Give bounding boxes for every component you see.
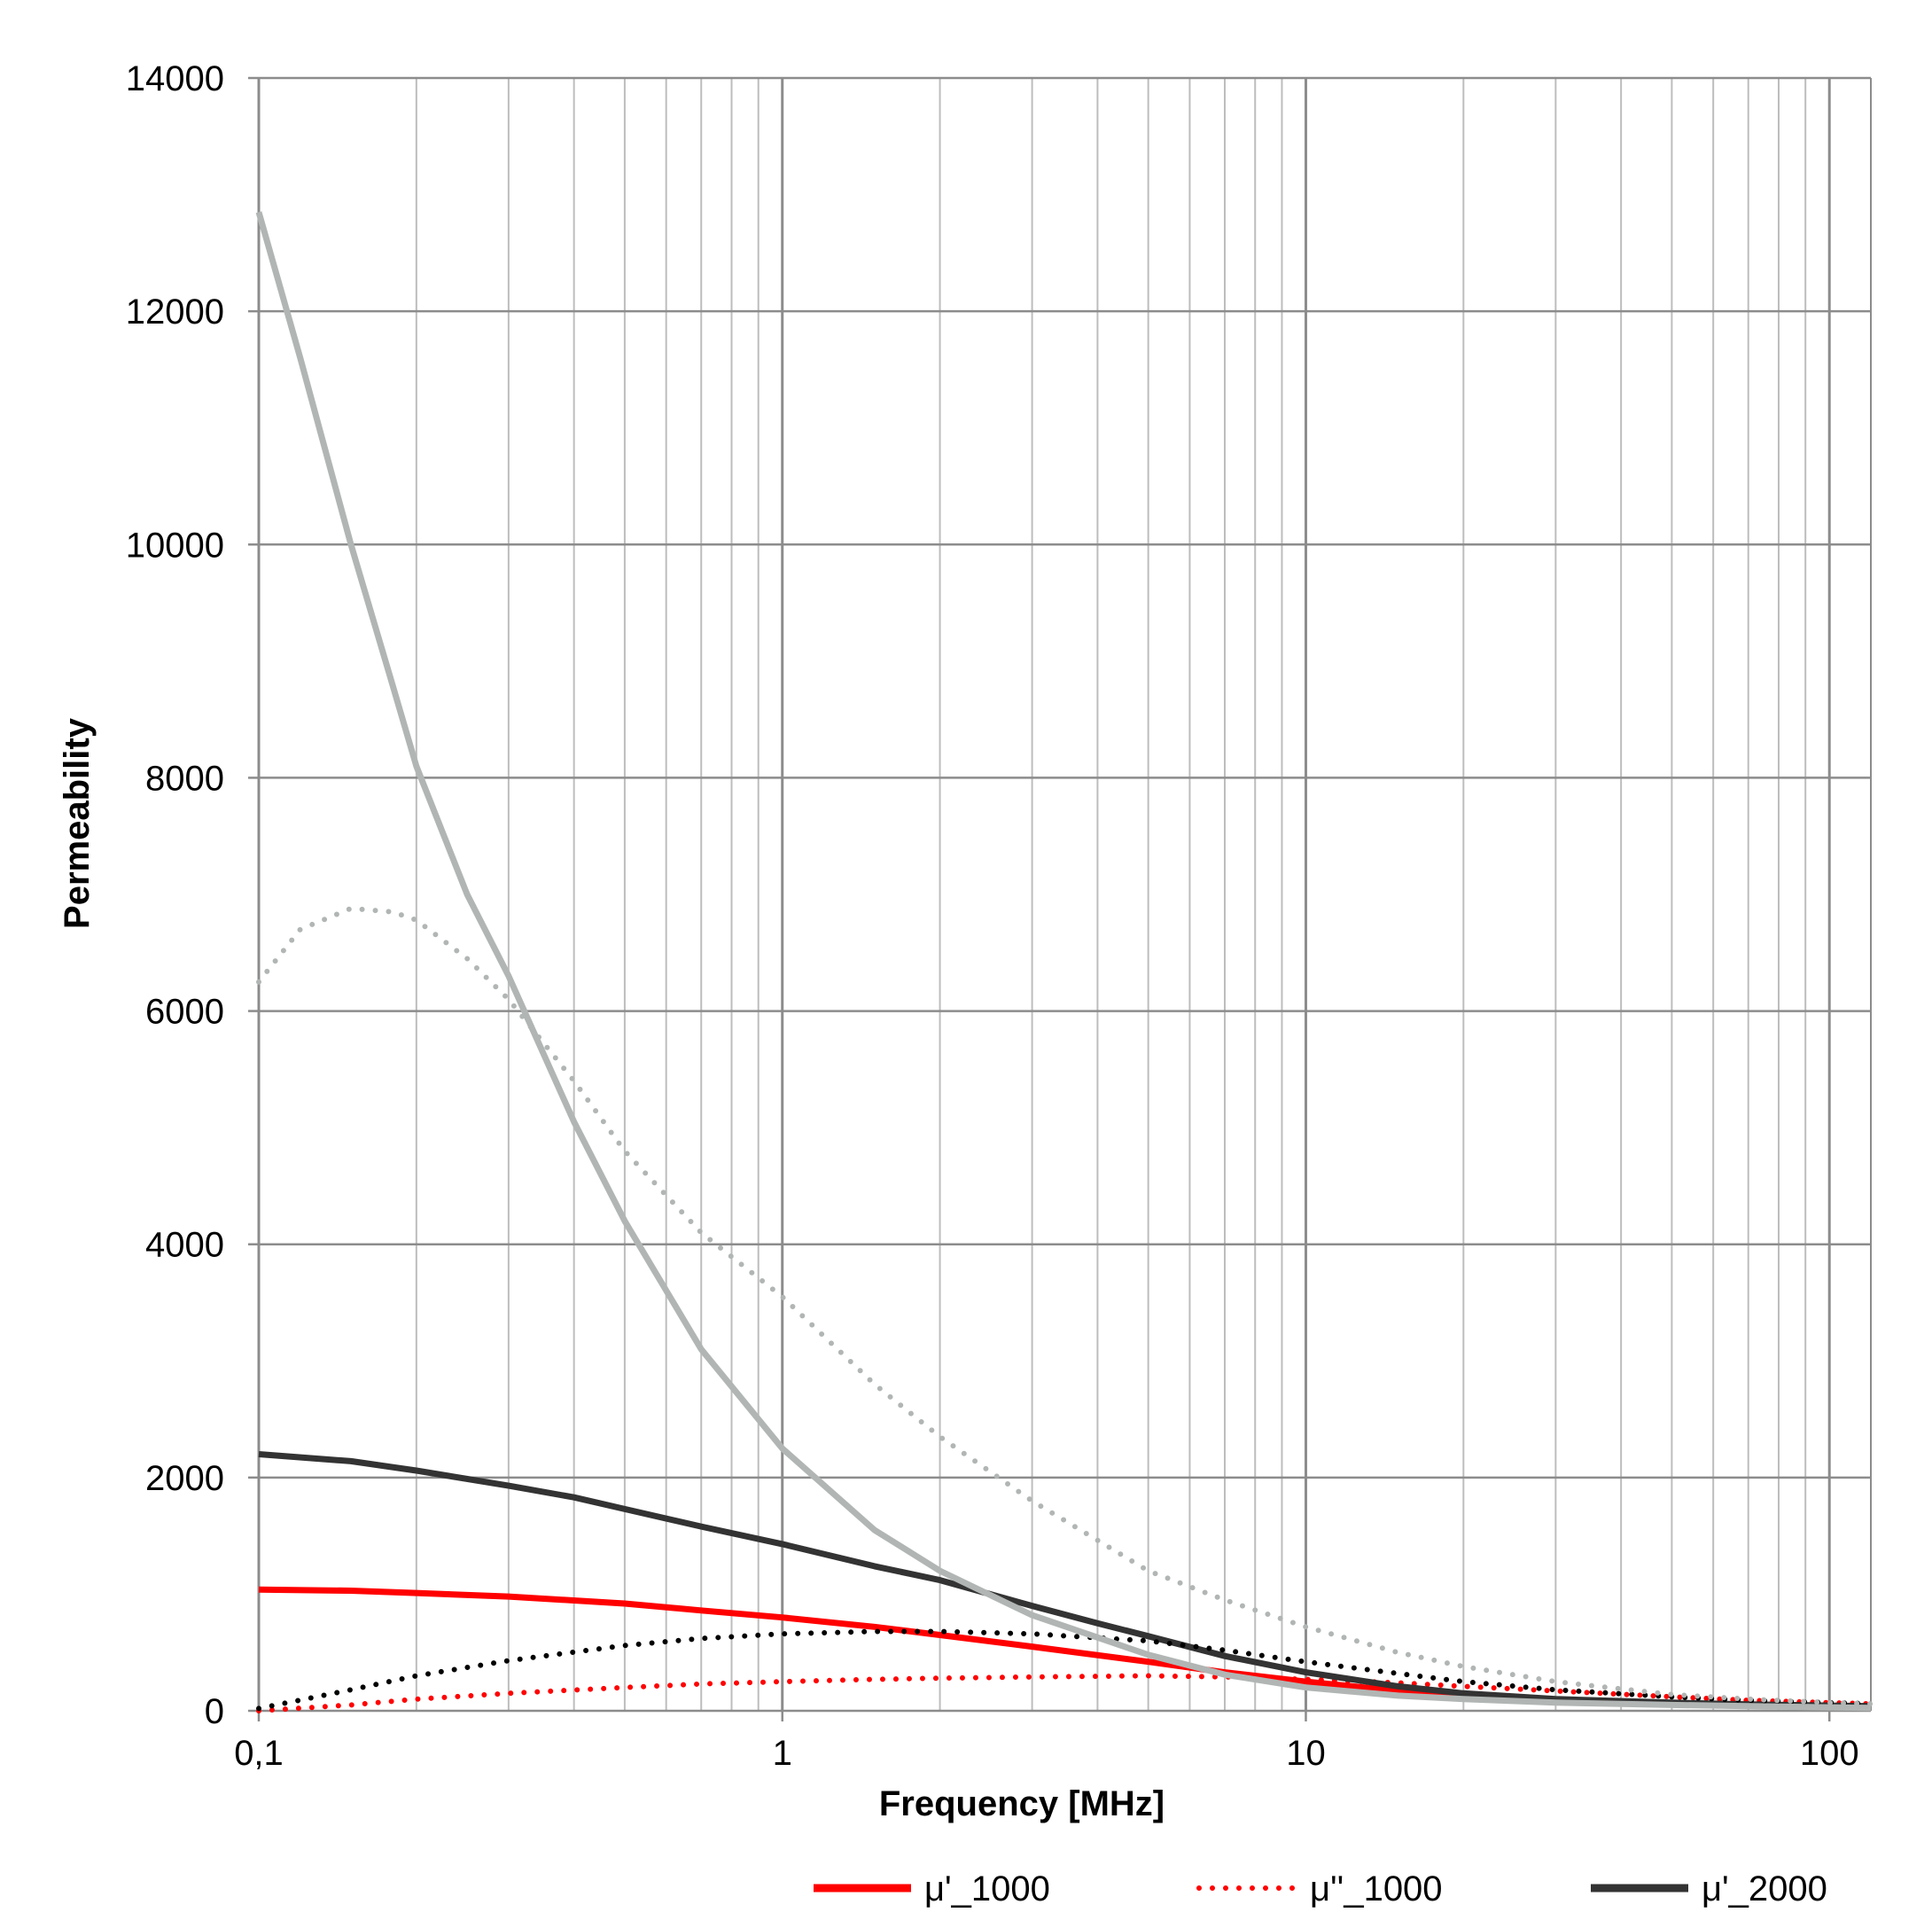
y-tick-label: 0 — [205, 1692, 224, 1731]
minor-gridlines — [415, 78, 1807, 1711]
series-line-2 — [256, 1673, 1874, 1713]
x-tick-labels: 0,1 1 10 100 — [234, 1734, 1858, 1773]
x-tick-label: 100 — [1800, 1734, 1859, 1773]
y-tick-label: 12000 — [126, 293, 224, 332]
x-tick-label: 10 — [1286, 1734, 1326, 1773]
legend: μ'_1000 μ''_1000 μ'_2000 — [814, 1869, 1827, 1908]
y-tick-label: 6000 — [145, 993, 224, 1032]
legend-label: μ'_1000 — [924, 1869, 1050, 1908]
y-tick-label: 8000 — [145, 759, 224, 798]
x-axis-title: Frequency [MHz] — [879, 1784, 1165, 1823]
y-tick-label: 10000 — [126, 526, 224, 565]
series-layer — [255, 211, 1874, 1713]
x-tick-label: 1 — [773, 1734, 792, 1773]
series-line-5 — [255, 211, 1872, 1712]
legend-label: μ'_2000 — [1702, 1869, 1827, 1908]
legend-label: μ''_1000 — [1310, 1869, 1443, 1908]
y-tick-labels: 0 2000 4000 6000 8000 10000 12000 14000 — [126, 59, 224, 1731]
major-gridlines — [248, 76, 1872, 1721]
y-tick-label: 14000 — [126, 59, 224, 98]
series-line-4 — [256, 1628, 1874, 1712]
y-tick-label: 4000 — [145, 1226, 224, 1265]
y-axis-title: Permeability — [58, 717, 97, 929]
series-line-3 — [258, 1451, 1872, 1710]
x-tick-label: 0,1 — [234, 1734, 284, 1773]
series-line-6 — [256, 905, 1874, 1707]
y-tick-label: 2000 — [145, 1459, 224, 1498]
